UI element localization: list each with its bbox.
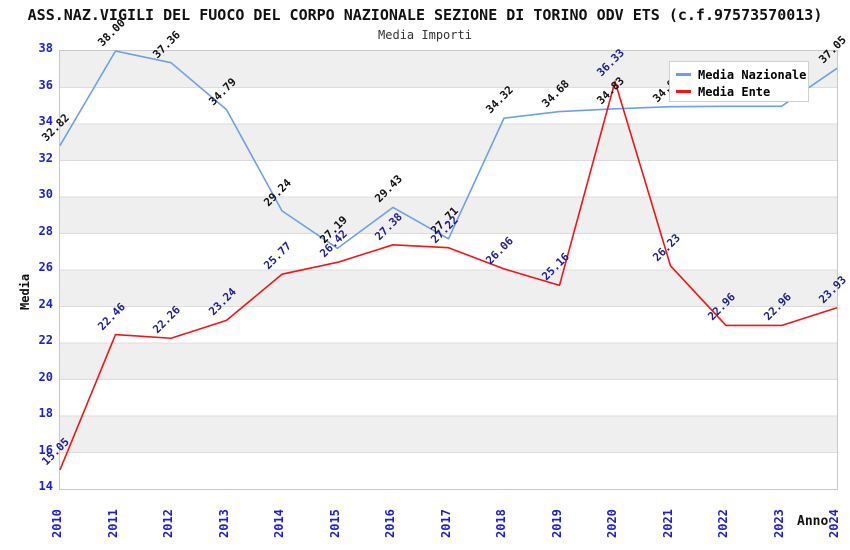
grid-band [60, 270, 837, 307]
y-tick-label: 36 [38, 77, 53, 92]
legend-item-media-ente: Media Ente [676, 83, 808, 100]
x-tick-label: 2023 [771, 509, 786, 538]
y-tick-label: 30 [38, 187, 53, 201]
x-tick-label: 2011 [105, 509, 120, 538]
legend-box: Media Nazionale Media Ente [669, 61, 809, 102]
chart-subtitle: Media Importi [378, 28, 472, 42]
x-tick-label: 2018 [494, 509, 508, 538]
y-tick-label: 18 [38, 406, 53, 420]
x-tick-label: 2013 [216, 509, 231, 538]
plot-area: 32.82 38.00 37.36 34.79 29.24 27.19 29.43 27.71… [39, 16, 849, 490]
legend-label: Media Nazionale [698, 67, 807, 82]
y-tick-label: 28 [38, 223, 53, 238]
grid-band [60, 197, 837, 234]
x-tick-label: 2019 [549, 509, 564, 538]
x-tick-label: 2021 [660, 509, 675, 538]
y-tick-label: 32 [38, 150, 53, 165]
x-tick-label: 2022 [716, 509, 730, 538]
x-tick-label: 2016 [383, 509, 397, 538]
legend-line-swatch-blue [676, 73, 691, 76]
x-tick-label: 2012 [161, 509, 175, 538]
series-line-nazionale [59, 50, 838, 250]
x-axis-title: Anno [797, 514, 829, 529]
x-tick-label: 2017 [438, 509, 453, 538]
grid-band [60, 416, 837, 453]
y-tick-label: 34 [38, 114, 53, 128]
y-tick-label: 26 [38, 260, 53, 274]
y-tick-label: 14 [38, 479, 53, 493]
x-tick-label: 2020 [605, 509, 619, 538]
chart-canvas [59, 50, 838, 471]
x-tick-label: 2010 [50, 509, 64, 538]
chart-title: ASS.NAZ.VIGILI DEL FUOCO DEL CORPO NAZIO… [27, 6, 823, 24]
series-line-ente [59, 80, 838, 471]
x-tick-label: 2024 [827, 509, 841, 538]
legend-label: Media Ente [698, 84, 771, 99]
y-tick-label: 38 [38, 41, 53, 55]
grid-band [60, 124, 837, 161]
y-tick-label: 22 [38, 333, 53, 347]
legend-item-media-nazionale: Media Nazionale [676, 66, 808, 83]
legend-line-swatch-red [676, 90, 691, 93]
y-tick-label: 16 [38, 442, 53, 457]
grid-band [60, 343, 837, 380]
y-tick-label: 20 [38, 369, 53, 384]
y-tick-label: 24 [38, 296, 53, 311]
x-tick-label: 2015 [327, 509, 342, 538]
x-tick-label: 2014 [272, 509, 286, 538]
